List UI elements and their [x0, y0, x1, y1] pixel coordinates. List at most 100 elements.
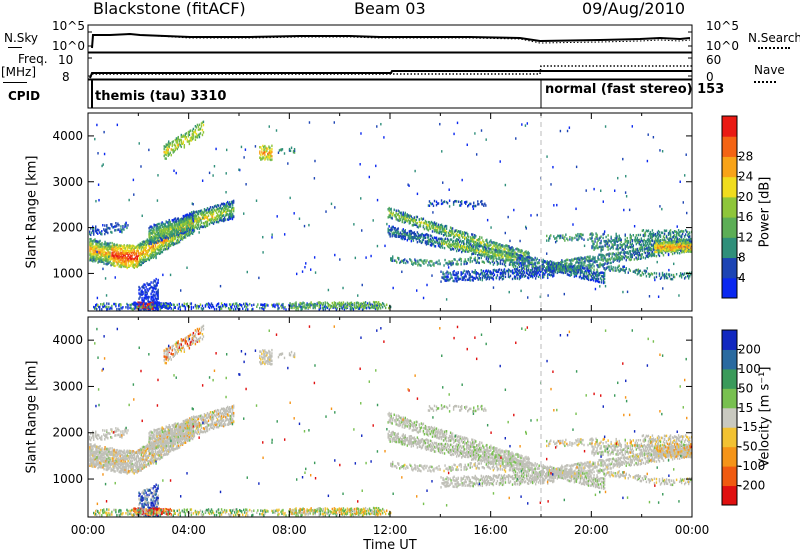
power-cell	[190, 139, 193, 142]
power-cell	[645, 254, 648, 258]
power-cell	[479, 250, 481, 254]
power-cell	[163, 247, 166, 251]
power-cell	[455, 238, 458, 241]
power-cell	[202, 120, 205, 124]
power-cell	[101, 250, 103, 253]
power-cell	[655, 254, 658, 258]
power-cell	[189, 226, 192, 229]
power-cell	[496, 242, 498, 245]
power-cell	[341, 307, 344, 310]
power-cell	[179, 219, 182, 222]
power-cell	[573, 269, 575, 273]
power-cell	[521, 267, 524, 270]
power-cell	[413, 219, 416, 222]
power-cell	[156, 241, 159, 245]
power-cell	[326, 301, 328, 305]
power-cell	[413, 231, 416, 234]
power-cell	[522, 257, 524, 261]
power-cell	[158, 222, 160, 226]
power-cell	[620, 257, 622, 261]
power-cell	[649, 240, 652, 243]
power-cell	[420, 264, 422, 267]
power-cell	[523, 267, 526, 271]
power-cell	[131, 264, 133, 268]
power-cell	[117, 258, 119, 262]
power-cell	[144, 304, 146, 308]
power-cell	[179, 225, 182, 228]
power-cell	[541, 265, 543, 268]
power-cell	[557, 267, 559, 271]
power-cell	[559, 264, 561, 268]
power-cell	[473, 245, 475, 248]
power-cell	[94, 257, 96, 261]
power-cell	[323, 305, 325, 309]
power-cell	[424, 233, 427, 237]
power-cell	[101, 308, 103, 311]
power-cell	[289, 304, 291, 307]
power-cell	[571, 258, 573, 261]
power-cell	[586, 274, 589, 278]
power-cell	[191, 215, 194, 218]
power-cell	[135, 259, 137, 263]
power-cell	[375, 301, 378, 304]
power-cell	[118, 223, 120, 227]
power-cell	[171, 230, 173, 233]
power-cell	[92, 245, 94, 249]
power-cell	[424, 219, 427, 223]
power-cell	[556, 267, 558, 270]
power-cell	[467, 257, 469, 261]
power-cell	[154, 244, 157, 247]
power-cell	[102, 223, 104, 227]
power-cell	[150, 251, 153, 254]
power-cell	[202, 213, 205, 217]
power-cell	[164, 236, 166, 240]
power-cell	[632, 270, 635, 273]
power-cell	[169, 225, 171, 229]
power-cell	[685, 246, 688, 250]
power-cell	[596, 260, 598, 263]
power-cell	[155, 228, 157, 232]
power-cell	[596, 273, 599, 277]
power-cell	[143, 298, 145, 301]
power-cell	[201, 121, 204, 124]
power-cell	[128, 251, 130, 254]
power-cell	[561, 259, 563, 262]
power-cell	[156, 236, 158, 240]
power-cell	[154, 309, 156, 311]
power-cell	[417, 234, 420, 238]
power-cell	[110, 257, 112, 261]
power-cell	[565, 270, 567, 274]
power-cell	[374, 304, 377, 307]
power-cell	[533, 258, 535, 262]
power-cell	[212, 222, 215, 225]
power-cell	[427, 224, 430, 227]
power-cell	[90, 247, 92, 251]
power-cell	[610, 246, 612, 249]
power-cell	[618, 257, 620, 260]
power-cell	[221, 214, 224, 218]
power-cell	[122, 227, 124, 230]
power-cell	[102, 245, 104, 249]
power-cell	[597, 272, 600, 276]
power-cell	[507, 254, 509, 257]
power-cell	[153, 241, 155, 245]
freq-tick-low: 8	[62, 70, 70, 84]
power-cell	[126, 226, 128, 230]
power-cell	[648, 251, 651, 255]
power-cell	[156, 229, 158, 233]
power-cell	[428, 238, 431, 242]
power-cell	[581, 269, 583, 273]
power-cell	[98, 305, 100, 309]
power-cell	[554, 262, 556, 265]
power-cell	[628, 258, 630, 261]
power-cell	[151, 243, 154, 246]
power-cell	[135, 302, 137, 305]
power-cell	[267, 304, 269, 307]
power-cell	[391, 217, 393, 220]
power-cell	[89, 240, 91, 244]
power-cell	[408, 236, 411, 239]
power-cell	[419, 234, 422, 237]
power-cell	[438, 245, 441, 248]
power-cell	[150, 285, 152, 289]
power-cell	[617, 244, 619, 247]
